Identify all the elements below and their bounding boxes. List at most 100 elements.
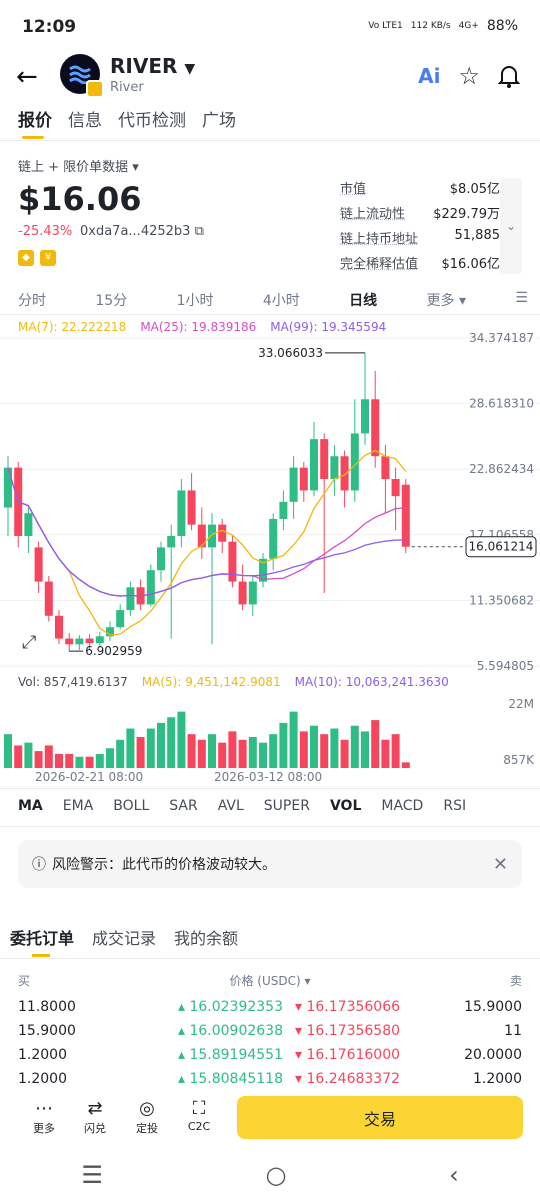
volume-bar <box>361 731 369 768</box>
copy-icon[interactable]: ⧉ <box>194 224 204 239</box>
back-arrow-icon[interactable]: ← <box>16 62 38 92</box>
recent-apps-icon[interactable]: ☰ <box>81 1161 103 1189</box>
candle-body <box>157 547 165 571</box>
interval-timeline[interactable]: 分时 <box>18 293 46 309</box>
trade-button[interactable]: 交易 <box>237 1096 523 1139</box>
orderbook-row[interactable]: 1.2000 ▴ 15.89194551 ▾ 16.17616000 20.0000 <box>18 1043 522 1067</box>
tab-orders[interactable]: 委托订单 <box>10 929 75 948</box>
tab-square[interactable]: 广场 <box>202 111 236 131</box>
candle-body <box>259 558 267 582</box>
divider <box>0 314 540 315</box>
tab-trades[interactable]: 成交记录 <box>92 929 157 948</box>
bid-qty: 15.9000 <box>18 1023 76 1039</box>
auto-invest-button[interactable]: ◎ 定投 <box>127 1098 167 1136</box>
stat-label[interactable]: 市值 <box>340 182 367 197</box>
high-label: 33.066033 <box>258 346 323 360</box>
risk-warning: ⓘ 风险警示：此代币的价格波动较大。 ✕ <box>18 840 522 888</box>
candle-body <box>310 439 318 491</box>
token-tags: ◆ ¥ <box>18 250 56 266</box>
ai-icon[interactable]: Ai <box>418 64 441 88</box>
chart-settings-icon[interactable]: ☰ <box>515 290 528 306</box>
ma7-line <box>7 449 407 636</box>
star-icon[interactable]: ☆ <box>458 62 480 90</box>
status-icons: Vo LTE1 112 KB/s 4G+ 88% <box>368 18 518 34</box>
candlestick-chart[interactable]: 34.37418728.61831022.86243417.10655811.3… <box>0 330 540 680</box>
header-actions: Ai ☆ <box>418 62 520 90</box>
stat-value: $229.79万 <box>433 207 500 222</box>
convert-button[interactable]: ⇄ 闪兑 <box>75 1098 115 1136</box>
stats-expand-chevron-icon[interactable]: ⌄ <box>500 178 522 274</box>
token-header: ← RIVER ▼ River Ai ☆ <box>0 54 540 102</box>
interval-4h[interactable]: 4小时 <box>262 293 300 309</box>
tab-token-check[interactable]: 代币检测 <box>118 111 186 131</box>
ask-price: ▾ 16.24683372 <box>295 1071 401 1087</box>
volume-bar <box>289 711 298 768</box>
indicator-avl[interactable]: AVL <box>217 798 244 814</box>
last-price-label: 16.061214 <box>469 540 534 554</box>
indicator-sar[interactable]: SAR <box>169 798 198 814</box>
tab-quote[interactable]: 报价 <box>18 111 52 131</box>
interval-1h[interactable]: 1小时 <box>176 293 214 309</box>
x-axis: 2026-02-21 08:00 2026-03-12 08:00 <box>0 770 540 788</box>
volume-chart: 22M 857K <box>4 697 535 768</box>
stat-label[interactable]: 链上流动性 <box>340 207 406 222</box>
stat-value: $8.05亿 <box>449 182 500 197</box>
chain-badge-icon <box>86 80 104 98</box>
interval-1d[interactable]: 日线 <box>349 293 378 309</box>
ask-price: ▾ 16.17616000 <box>295 1047 401 1063</box>
indicator-rsi[interactable]: RSI <box>443 798 467 814</box>
price-header[interactable]: 价格 (USDC) ▾ <box>229 974 311 988</box>
vol-tick: 857K <box>503 753 535 767</box>
orderbook-row[interactable]: 11.8000 ▴ 16.02392353 ▾ 16.17356066 15.9000 <box>18 995 522 1019</box>
candle-body <box>228 541 237 582</box>
interval-15m[interactable]: 15分 <box>95 293 128 309</box>
order-tab-indicator <box>32 954 50 957</box>
volume-bar <box>340 739 349 768</box>
indicator-super[interactable]: SUPER <box>263 798 310 814</box>
candle-body <box>177 490 186 537</box>
low-label: 6.902959 <box>85 644 142 658</box>
stat-label[interactable]: 完全稀释估值 <box>340 257 419 272</box>
candle-body <box>208 524 216 548</box>
indicator-ema[interactable]: EMA <box>62 798 94 814</box>
back-icon[interactable]: ‹ <box>449 1161 459 1189</box>
orderbook-row[interactable]: 1.2000 ▴ 15.80845118 ▾ 16.24683372 1.2000 <box>18 1067 522 1091</box>
close-icon[interactable]: ✕ <box>492 853 508 875</box>
contract-address[interactable]: 0xda7a...4252b3 ⧉ <box>80 224 204 239</box>
candle-body <box>299 467 308 491</box>
more-button[interactable]: ⋯ 更多 <box>24 1098 64 1136</box>
tab-balance[interactable]: 我的余额 <box>174 929 239 948</box>
last-price: $16.06 <box>18 180 142 218</box>
data-source-select[interactable]: 链上 + 限价单数据 ▾ <box>18 160 139 175</box>
candle-body <box>330 456 339 480</box>
indicator-boll[interactable]: BOLL <box>113 798 150 814</box>
bid-price: ▴ 16.02392353 <box>177 999 283 1015</box>
convert-icon: ⇄ <box>87 1098 103 1119</box>
orderbook-row[interactable]: 15.9000 ▴ 16.00902638 ▾ 16.17356580 11 <box>18 1019 522 1043</box>
indicator-vol[interactable]: VOL <box>329 798 362 814</box>
bid-price: ▴ 16.00902638 <box>177 1023 283 1039</box>
token-name[interactable]: RIVER ▼ <box>110 54 196 78</box>
indicator-macd[interactable]: MACD <box>381 798 424 814</box>
interval-more[interactable]: 更多 ▾ <box>426 293 467 309</box>
stat-label[interactable]: 链上持币地址 <box>340 232 419 247</box>
y-tick: 22.862434 <box>469 462 534 476</box>
ask-qty: 1.2000 <box>473 1071 522 1087</box>
ma-legend: MA(7): 22.222218 MA(25): 19.839186 MA(99… <box>18 320 386 334</box>
volume-bar <box>65 753 74 768</box>
signal-label: 4G+ <box>458 21 479 31</box>
volume-bar <box>95 753 104 768</box>
candle-body <box>106 627 114 637</box>
ask-price: ▾ 16.17356580 <box>295 1023 401 1039</box>
token-stats: 市值 $8.05亿 链上流动性 $229.79万 链上持币地址 51,885 完全稀释估值 $… <box>340 178 500 278</box>
volume-bar <box>391 734 400 768</box>
bid-qty: 1.2000 <box>18 1071 67 1087</box>
c2c-button[interactable]: ⛶ C2C <box>179 1098 219 1133</box>
home-icon[interactable]: ○ <box>265 1161 287 1189</box>
tab-info[interactable]: 信息 <box>68 111 102 131</box>
indicator-ma[interactable]: MA <box>18 798 43 814</box>
volume-bar <box>299 731 308 768</box>
ask-price: ▾ 16.17356066 <box>295 999 401 1015</box>
warning-icon: ⓘ <box>32 857 46 873</box>
bell-icon[interactable] <box>498 64 520 88</box>
